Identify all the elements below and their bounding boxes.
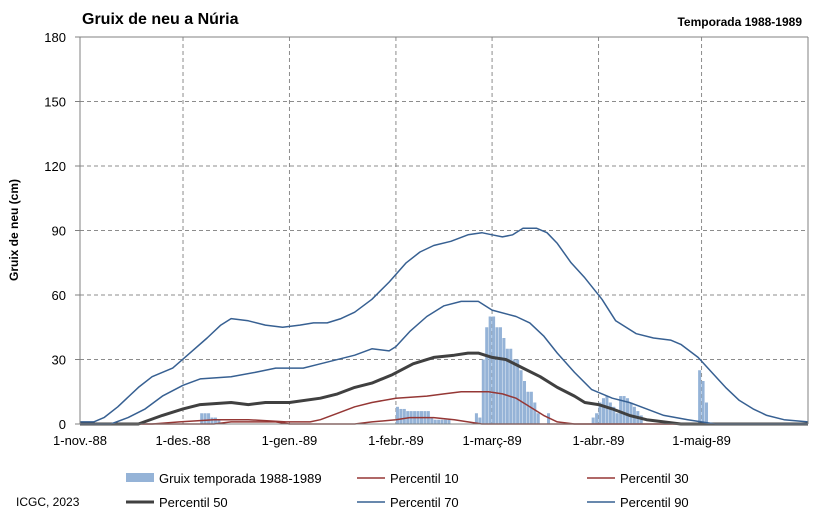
snow-depth-bar — [495, 327, 499, 424]
snow-depth-bar — [519, 370, 523, 424]
series-line — [80, 416, 808, 425]
snow-depth-bar — [444, 419, 448, 424]
x-tick-labels: 1-nov.-88 1-des.-88 1-gen.-89 1-febr.-89 1-m… — [53, 433, 731, 448]
snow-depth-bar — [522, 381, 527, 424]
snow-depth-bar — [478, 417, 482, 424]
chart-title: Gruix de neu a Núria — [82, 11, 239, 28]
series-line — [80, 300, 808, 425]
snow-depth-bar — [629, 402, 633, 424]
credit-label: ICGC, 2023 — [16, 495, 80, 509]
snow-depth-bar — [547, 413, 551, 424]
snow-depth-bar — [509, 348, 513, 424]
y-tick-label: 30 — [52, 353, 66, 368]
snow-depth-bar — [533, 402, 537, 424]
legend-swatch-bar — [126, 473, 154, 482]
snow-depth-bar — [536, 413, 540, 424]
percentile-lines — [80, 227, 809, 426]
snow-depth-bar — [605, 396, 609, 424]
x-tick-label: 1-març-89 — [462, 433, 521, 448]
snow-depth-bar — [512, 359, 516, 424]
y-tick-label: 60 — [52, 288, 66, 303]
x-tick-label: 1-febr.-89 — [368, 433, 424, 448]
snow-depth-bars — [200, 316, 709, 424]
legend-label: Percentil 50 — [159, 495, 228, 510]
x-tick-label: 1-maig-89 — [672, 433, 731, 448]
snow-depth-bar — [210, 417, 214, 424]
snow-depth-bar — [217, 419, 221, 424]
snow-depth-bar — [612, 406, 616, 424]
legend-label: Percentil 30 — [620, 471, 689, 486]
snow-depth-bar — [213, 417, 217, 424]
snow-depth-bar — [595, 413, 599, 424]
snow-depth-bar — [698, 370, 702, 424]
snow-depth-bar — [598, 402, 602, 424]
snow-depth-bar — [200, 413, 204, 424]
snow-depth-bar — [437, 419, 441, 424]
snow-depth-bar — [399, 408, 403, 424]
grid-lines — [80, 36, 808, 424]
snow-depth-bar — [626, 398, 630, 424]
snow-depth-bar — [502, 338, 506, 424]
snow-depth-bar — [430, 417, 434, 424]
season-label: Temporada 1988-1989 — [677, 15, 802, 29]
snow-depth-bar — [492, 316, 496, 424]
snow-depth-bar — [488, 316, 492, 424]
snow-depth-bar — [526, 391, 530, 424]
y-tick-label: 90 — [52, 224, 66, 239]
x-tick-label: 1-des.-88 — [156, 433, 211, 448]
y-tick-label: 180 — [44, 30, 66, 45]
snow-depth-bar — [440, 419, 444, 424]
series-line — [80, 351, 808, 426]
legend-label: Percentil 70 — [390, 495, 459, 510]
series-line — [80, 227, 809, 423]
snow-depth-bar — [447, 419, 451, 424]
snow-depth-bar — [485, 327, 489, 424]
y-tick-label: 0 — [59, 417, 66, 432]
snow-depth-bar — [615, 413, 619, 424]
snow-depth-bar — [601, 398, 605, 424]
axes — [75, 36, 809, 425]
legend-label: Percentil 10 — [390, 471, 459, 486]
y-tick-label: 150 — [44, 95, 66, 110]
snow-depth-bar — [207, 413, 211, 424]
snow-depth-bar — [498, 327, 502, 424]
x-tick-label: 1-nov.-88 — [53, 433, 107, 448]
snow-depth-bar — [591, 417, 595, 424]
snow-depth-bar — [622, 396, 626, 424]
snow-depth-bar — [474, 413, 478, 424]
y-axis-label: Gruix de neu (cm) — [7, 179, 21, 281]
snow-depth-bar — [701, 381, 705, 424]
legend-label: Percentil 90 — [620, 495, 689, 510]
snow-depth-bar — [704, 402, 709, 424]
x-tick-label: 1-gen.-89 — [262, 433, 318, 448]
snow-depth-bar — [516, 359, 520, 424]
snow-depth-bar — [505, 348, 509, 424]
snow-depth-bar — [203, 413, 207, 424]
x-tick-label: 1-abr.-89 — [573, 433, 625, 448]
snow-depth-bar — [619, 396, 623, 424]
snow-depth-bar — [395, 406, 399, 424]
y-tick-label: 120 — [44, 159, 66, 174]
snow-depth-bar — [402, 408, 406, 424]
legend: Gruix temporada 1988-1989 Percentil 10 Per… — [126, 471, 689, 510]
snow-depth-bar — [608, 402, 612, 424]
snow-depth-bar — [433, 419, 437, 424]
y-tick-labels: 0 30 60 90 120 150 180 — [44, 30, 66, 432]
legend-label: Gruix temporada 1988-1989 — [159, 471, 322, 486]
series-line — [80, 391, 808, 425]
